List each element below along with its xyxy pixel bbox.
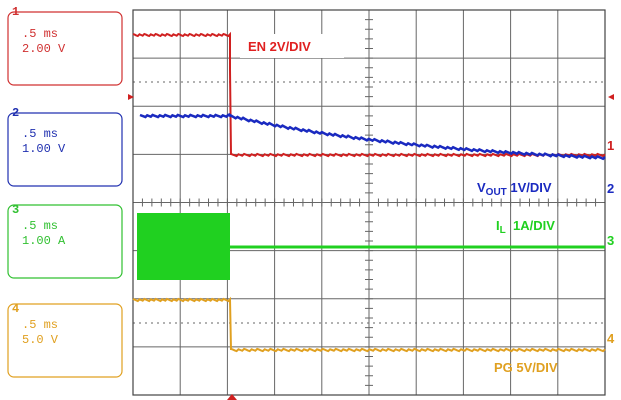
channel-number: 1 xyxy=(12,5,19,19)
vout-sub: OUT xyxy=(486,187,507,198)
vout-rest: 1V/DIV xyxy=(507,180,552,195)
il-main: I xyxy=(496,218,500,233)
label-bg xyxy=(240,34,344,58)
trace-ch3-ripple xyxy=(137,213,230,280)
graticule-frame xyxy=(132,9,606,396)
channel-marker: 1 xyxy=(607,138,614,153)
vout-label: VOUT 1V/DIV xyxy=(477,180,552,198)
channel-number: 4 xyxy=(12,302,19,316)
il-label: IL 1A/DIV xyxy=(496,218,555,236)
panel-frame xyxy=(7,204,123,279)
pg-label: PG 5V/DIV xyxy=(494,360,558,375)
time-base: .5 ms xyxy=(22,127,58,141)
scale: 1.00 V xyxy=(22,142,66,156)
scale: 1.00 A xyxy=(22,234,66,248)
trace-ch4 xyxy=(132,296,606,353)
level-marker xyxy=(128,94,134,100)
time-base: .5 ms xyxy=(22,27,58,41)
panel-frame xyxy=(7,11,123,86)
time-base: .5 ms xyxy=(22,318,58,332)
trace-ch2 xyxy=(139,112,606,161)
trigger-marker xyxy=(227,394,237,400)
channel-marker: 3 xyxy=(607,233,614,248)
panel-2: 2 .5 ms 1.00 V xyxy=(7,106,123,187)
en-label: EN 2V/DIV xyxy=(248,39,311,54)
il-sub: L xyxy=(500,225,506,236)
panel-3: 3 .5 ms 1.00 A xyxy=(7,203,123,279)
channel-number: 3 xyxy=(12,203,19,217)
panel-frame xyxy=(7,303,123,378)
il-rest: 1A/DIV xyxy=(506,218,555,233)
vout-main: V xyxy=(477,180,486,195)
panel-frame xyxy=(7,112,123,187)
channel-number: 2 xyxy=(12,106,19,120)
trace-ch1 xyxy=(132,31,606,158)
scale: 5.0 V xyxy=(22,333,59,347)
panel-1: 1 .5 ms 2.00 V xyxy=(7,5,123,86)
scale: 2.00 V xyxy=(22,42,66,56)
graticule xyxy=(132,9,606,396)
channel-marker: 4 xyxy=(607,331,615,346)
time-base: .5 ms xyxy=(22,219,58,233)
level-marker xyxy=(608,94,614,100)
panel-4: 4 .5 ms 5.0 V xyxy=(7,302,123,378)
channel-marker: 2 xyxy=(607,181,614,196)
